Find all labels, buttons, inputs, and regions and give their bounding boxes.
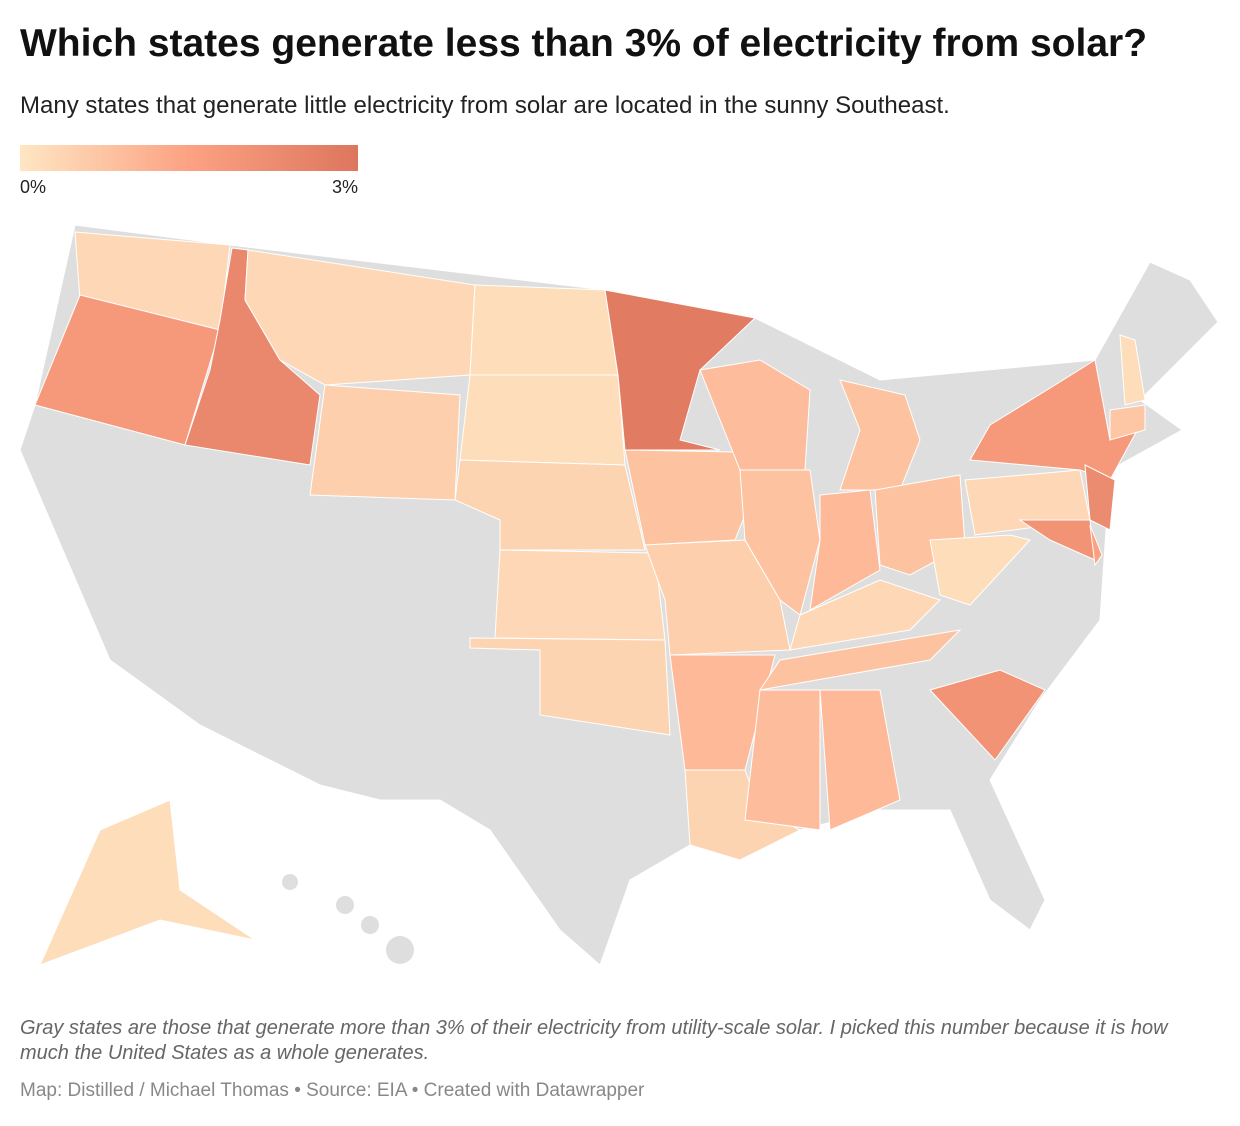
state — [789, 579, 941, 651]
state — [929, 669, 1046, 761]
state — [744, 689, 821, 831]
state — [1084, 464, 1116, 531]
state — [309, 384, 461, 501]
legend-bar — [20, 145, 358, 171]
state — [809, 489, 881, 611]
state — [1119, 334, 1146, 406]
state — [469, 284, 619, 376]
footnote: Gray states are those that generate more… — [20, 1017, 1168, 1064]
legend-label: 0% — [20, 177, 46, 197]
subtitle: Many states that generate little electri… — [20, 92, 950, 119]
state — [684, 769, 802, 861]
island — [282, 874, 298, 890]
title: Which states generate less than 3% of el… — [20, 22, 1148, 65]
state — [819, 689, 901, 831]
state — [469, 637, 671, 736]
state — [1089, 524, 1103, 567]
island — [361, 916, 379, 934]
state — [39, 799, 256, 966]
island — [336, 896, 354, 914]
state — [1109, 404, 1146, 441]
state — [459, 374, 626, 466]
state — [624, 449, 756, 546]
state — [929, 534, 1031, 606]
island — [386, 936, 414, 964]
state — [494, 549, 666, 641]
state — [758, 629, 962, 691]
byline: Map: Distilled / Michael Thomas • Source… — [20, 1080, 645, 1101]
legend-label: 3% — [332, 177, 358, 197]
state — [604, 289, 757, 451]
